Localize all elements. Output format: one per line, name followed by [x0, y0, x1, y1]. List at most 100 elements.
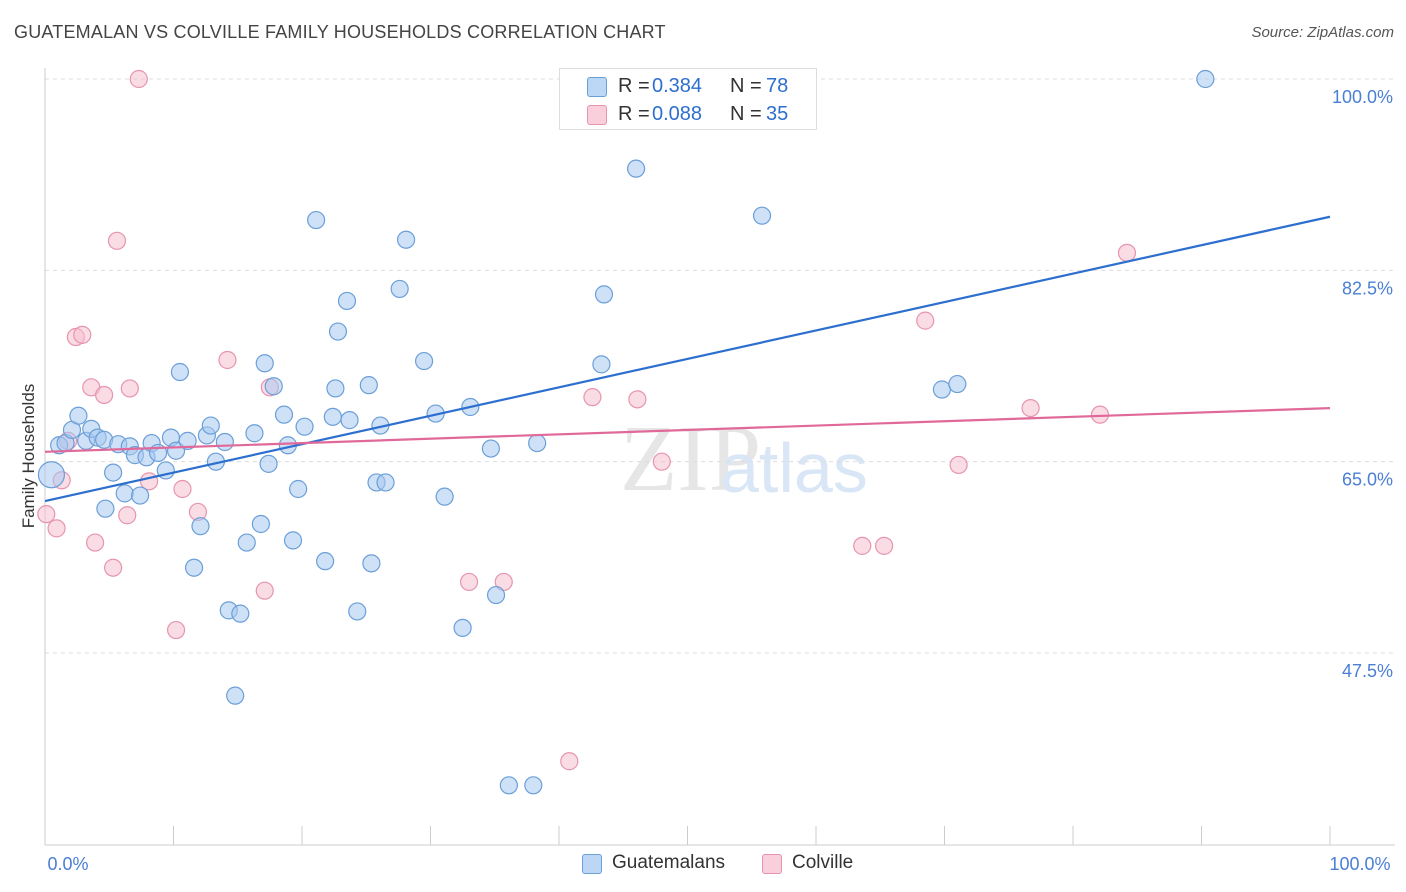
- guatemalan-point: [326, 379, 345, 398]
- y-tick-label: 65.0%: [1342, 470, 1393, 490]
- guatemalan-point: [104, 463, 123, 482]
- legend-n-value: 35: [766, 103, 789, 125]
- legend-r-value: 0.384: [652, 75, 703, 97]
- colville-point: [166, 620, 186, 640]
- colville-point: [118, 506, 137, 525]
- guatemalan-point: [348, 602, 367, 621]
- guatemalan-point: [435, 487, 454, 506]
- colville-point: [104, 558, 123, 577]
- colville-point: [560, 752, 579, 771]
- legend-swatch-pink: [587, 105, 607, 125]
- guatemalan-point: [359, 376, 378, 395]
- guatemalan-point: [191, 517, 210, 536]
- correlation-legend: R = 0.384 N = 78 R = 0.088 N = 35: [559, 68, 817, 130]
- trend-lines: [44, 215, 1331, 503]
- guatemalan-point: [481, 439, 500, 458]
- colville-point: [218, 350, 237, 370]
- guatemalan-point: [289, 479, 308, 499]
- guatemalan-points: [37, 69, 1215, 795]
- guatemalan-point: [130, 486, 150, 505]
- legend-r-label: R =: [618, 75, 650, 97]
- bottom-legend-swatch-blue: [582, 854, 602, 874]
- x-ticks: [44, 826, 1331, 845]
- guatemalan-point: [752, 206, 772, 225]
- y-tick-label: 47.5%: [1342, 661, 1393, 681]
- axes: [44, 68, 1395, 846]
- guatemalan-point: [231, 604, 250, 623]
- colville-point: [255, 581, 274, 600]
- guatemalan-point: [255, 354, 274, 373]
- guatemalan-point: [328, 322, 348, 341]
- guatemalan-point: [524, 776, 543, 795]
- bottom-legend-label: Guatemalans: [612, 852, 726, 873]
- x-tick-label-min: 0.0%: [47, 854, 88, 874]
- colville-point: [652, 452, 671, 471]
- guatemalan-point: [362, 554, 381, 573]
- guatemalan-point: [264, 377, 283, 396]
- colville-point: [86, 533, 105, 552]
- guatemalan-point: [323, 407, 342, 426]
- colville-point: [628, 390, 647, 409]
- guatemalan-point: [274, 405, 294, 424]
- guatemalan-point: [592, 355, 611, 374]
- guatemalan-point: [499, 776, 518, 795]
- colville-point: [120, 379, 139, 398]
- colville-point: [875, 536, 894, 555]
- colville-point: [1117, 243, 1137, 262]
- chart-title: GUATEMALAN VS COLVILLE FAMILY HOUSEHOLDS…: [14, 22, 666, 42]
- guatemalan-point: [486, 585, 506, 605]
- y-tick-labels: 47.5% 65.0% 82.5% 100.0%: [1332, 87, 1393, 681]
- colville-point: [107, 231, 127, 250]
- colville-point: [47, 519, 66, 538]
- guatemalan-point: [594, 285, 614, 304]
- guatemalan-point: [307, 210, 326, 230]
- y-tick-label: 82.5%: [1342, 278, 1393, 298]
- source-label: Source: ZipAtlas.com: [1251, 24, 1394, 41]
- colville-point: [173, 479, 192, 499]
- legend-r-value: 0.088: [652, 103, 703, 125]
- watermark-atlas: atlas: [720, 429, 868, 507]
- legend-n-label: N =: [730, 75, 762, 97]
- guatemalan-point: [626, 159, 646, 178]
- colville-point: [853, 536, 872, 555]
- guatemalan-point: [184, 558, 204, 577]
- legend-n-label: N =: [730, 103, 762, 125]
- guatemalan-point: [316, 552, 335, 571]
- guatemalan-point: [340, 411, 359, 430]
- guatemalan-point: [215, 432, 234, 452]
- guatemalan-point: [1196, 69, 1215, 89]
- guatemalan-point: [251, 514, 270, 534]
- guatemalan-point: [96, 499, 115, 518]
- colville-point: [37, 505, 56, 524]
- colville-point: [459, 572, 479, 592]
- guatemalan-point: [376, 473, 395, 492]
- legend-swatch-blue: [587, 77, 607, 97]
- guatemalan-point: [201, 416, 220, 435]
- colville-point: [73, 325, 92, 344]
- guatemalan-point: [37, 461, 66, 489]
- gridlines: [45, 78, 1395, 654]
- colville-point: [129, 69, 148, 89]
- guatemalan-point: [948, 374, 967, 394]
- guatemalan-point: [237, 533, 256, 552]
- legend-row-colville: R = 0.088 N = 35: [560, 101, 816, 127]
- bottom-legend-label: Colville: [792, 852, 854, 873]
- guatemalan-point: [932, 380, 952, 399]
- guatemalan-point: [528, 433, 547, 453]
- guatemalan-point: [245, 424, 264, 443]
- legend-row-guatemalans: R = 0.384 N = 78: [560, 73, 816, 99]
- guatemalan-point: [453, 618, 472, 637]
- colville-point: [1021, 398, 1040, 418]
- legend-r-label: R =: [618, 103, 650, 125]
- watermark-zip: ZIP: [620, 407, 761, 511]
- guatemalan-point: [295, 417, 314, 436]
- y-axis-title: Family Households: [19, 384, 38, 529]
- guatemalan-point: [178, 431, 197, 450]
- guatemalan-point: [69, 406, 88, 425]
- legend-n-value: 78: [766, 75, 789, 97]
- colville-point: [95, 385, 114, 405]
- bottom-legend-swatch-pink: [762, 854, 782, 874]
- guatemalan-point: [283, 531, 303, 550]
- colville-trend-line: [44, 406, 1331, 453]
